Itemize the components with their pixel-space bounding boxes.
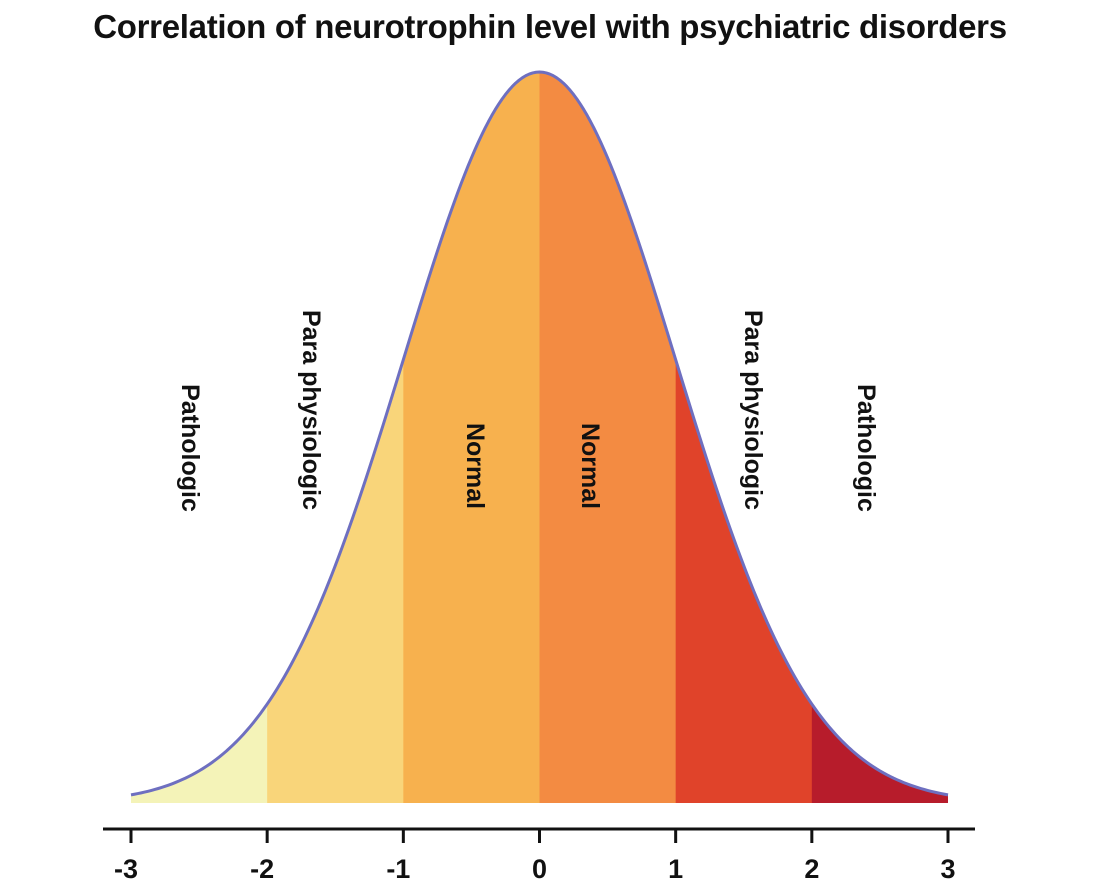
region-label-1: Pathologic xyxy=(176,384,204,512)
regions-layer xyxy=(131,72,948,803)
region-label-6: Pathologic xyxy=(852,384,880,512)
x-tick-label-4: 0 xyxy=(532,854,547,884)
region-label-4: Normal xyxy=(576,423,604,509)
chart-title: Correlation of neurotrophin level with p… xyxy=(93,8,1007,45)
x-tick-label-1: -3 xyxy=(114,854,138,884)
x-tick-label-2: -2 xyxy=(250,854,274,884)
region-band-2 xyxy=(267,72,404,803)
region-labels: Pathologic Para physiologic Normal Normal Pa… xyxy=(176,310,880,512)
region-label-5: Para physiologic xyxy=(739,310,767,510)
x-tick-label-6: 2 xyxy=(804,854,819,884)
region-label-2: Para physiologic xyxy=(297,310,325,510)
distribution-curve xyxy=(130,70,949,797)
x-tick-label-5: 1 xyxy=(668,854,683,884)
region-label-3: Normal xyxy=(461,423,489,509)
region-band-4 xyxy=(539,72,677,803)
x-tick-label-3: -1 xyxy=(386,854,410,884)
x-axis-ticks: -3 -2 -1 0 1 2 3 xyxy=(114,829,956,884)
x-tick-label-7: 3 xyxy=(940,854,955,884)
